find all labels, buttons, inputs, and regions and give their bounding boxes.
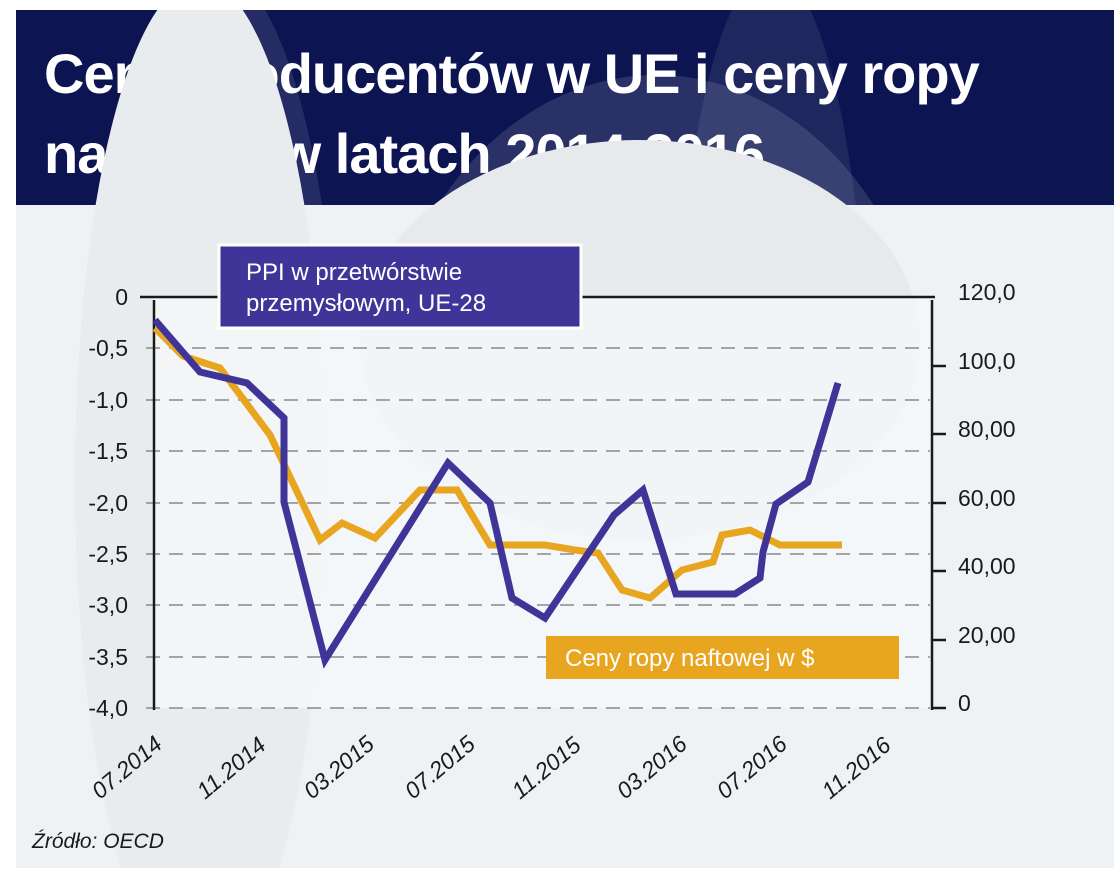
- x-tick-label: 03.2015: [299, 730, 380, 803]
- left-tick-label: -1,0: [88, 387, 128, 413]
- right-axis-labels: 120,0 100,0 80,00 60,00 40,00 20,00 0: [958, 279, 1016, 716]
- right-axis-ticks: [932, 364, 946, 710]
- right-tick-label: 100,0: [958, 348, 1016, 374]
- left-tick-label: -2,0: [88, 490, 128, 516]
- ppi-legend: PPI w przetwórstwie przemysłowym, UE-28: [217, 243, 583, 330]
- x-tick-label: 11.2016: [817, 731, 896, 803]
- chart-card: Ceny producentów w UE i ceny ropy naftow…: [16, 10, 1114, 868]
- x-tick-label: 07.2016: [712, 730, 793, 803]
- source-note: Źródło: OECD: [32, 830, 164, 853]
- ppi-legend-line2: przemysłowym, UE-28: [246, 290, 486, 317]
- right-tick-label: 120,0: [958, 279, 1016, 305]
- left-tick-label: -3,5: [88, 644, 128, 670]
- left-tick-label: 0: [115, 284, 128, 310]
- right-tick-label: 20,00: [958, 622, 1016, 648]
- left-tick-label: -2,5: [88, 541, 128, 567]
- chart-svg: 0 -0,5 -1,0 -1,5 -2,0 -2,5 -3,0 -3,5 -4,…: [75, 10, 1016, 868]
- right-tick-label: 0: [958, 690, 971, 716]
- x-tick-label: 07.2015: [400, 730, 481, 803]
- x-tick-label: 11.2015: [507, 731, 586, 803]
- ppi-line: [152, 317, 842, 669]
- left-tick-label: -0,5: [88, 335, 128, 361]
- left-tick-label: -1,5: [88, 438, 128, 464]
- chart-title: Ceny producentów w UE i ceny ropy naftow…: [44, 42, 980, 185]
- ppi-legend-line1: PPI w przetwórstwie: [246, 259, 462, 286]
- left-tick-label: -3,0: [88, 592, 128, 618]
- oil-legend-label: Ceny ropy naftowej w $: [565, 645, 814, 672]
- title-banner: Ceny producentów w UE i ceny ropy naftow…: [16, 10, 1114, 205]
- oil-legend: Ceny ropy naftowej w $: [546, 636, 899, 679]
- x-tick-label: 03.2016: [612, 730, 693, 803]
- left-tick-label: -4,0: [88, 695, 128, 721]
- right-tick-label: 60,00: [958, 485, 1016, 511]
- right-tick-label: 80,00: [958, 416, 1016, 442]
- left-axis-labels: 0 -0,5 -1,0 -1,5 -2,0 -2,5 -3,0 -3,5 -4,…: [88, 284, 128, 721]
- right-tick-label: 40,00: [958, 553, 1016, 579]
